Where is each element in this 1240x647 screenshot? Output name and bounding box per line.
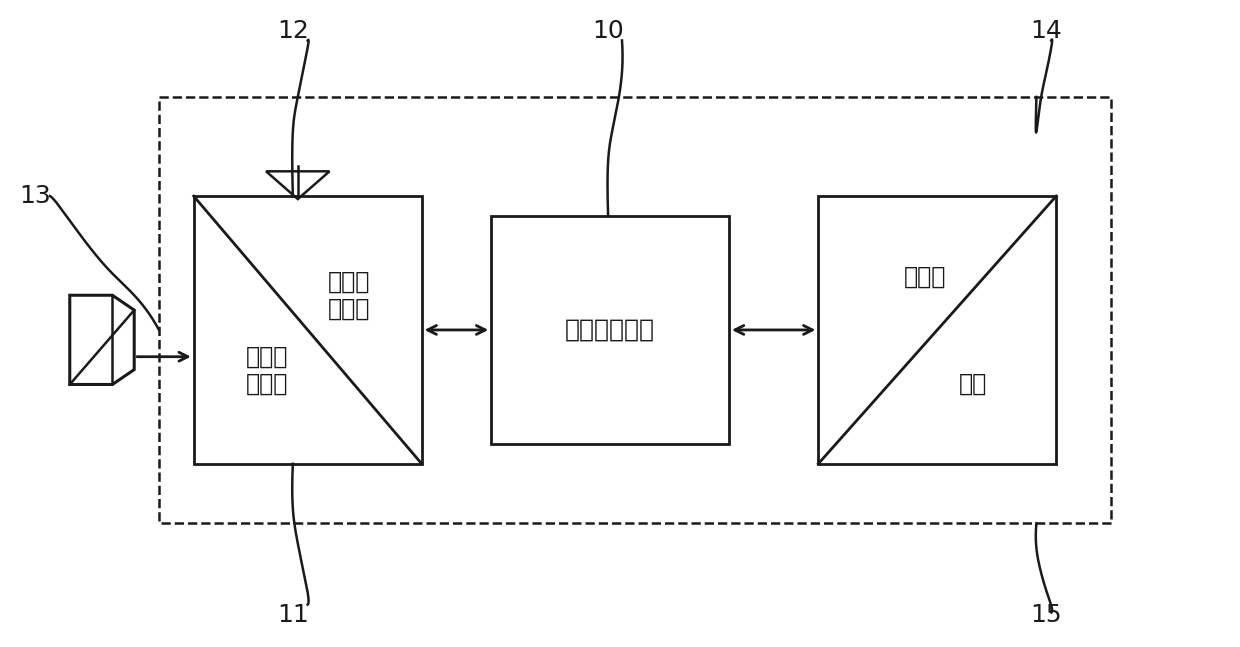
Text: 14: 14 <box>1030 19 1063 43</box>
Bar <box>818 196 1056 464</box>
Bar <box>159 97 1111 523</box>
Text: 射单元: 射单元 <box>246 371 288 395</box>
Text: 键盘: 键盘 <box>959 371 987 395</box>
Text: 显示屏: 显示屏 <box>904 265 946 289</box>
Text: 13: 13 <box>19 184 51 208</box>
Text: 11: 11 <box>277 604 309 628</box>
Text: 电子控制单元: 电子控制单元 <box>565 318 655 342</box>
Text: 15: 15 <box>1030 604 1063 628</box>
Text: 收单元: 收单元 <box>327 296 370 320</box>
Text: 射频接: 射频接 <box>327 270 370 294</box>
Bar <box>491 216 729 444</box>
Text: 12: 12 <box>277 19 309 43</box>
Bar <box>193 196 422 464</box>
Text: 低频发: 低频发 <box>246 345 288 369</box>
Text: 10: 10 <box>593 19 624 43</box>
